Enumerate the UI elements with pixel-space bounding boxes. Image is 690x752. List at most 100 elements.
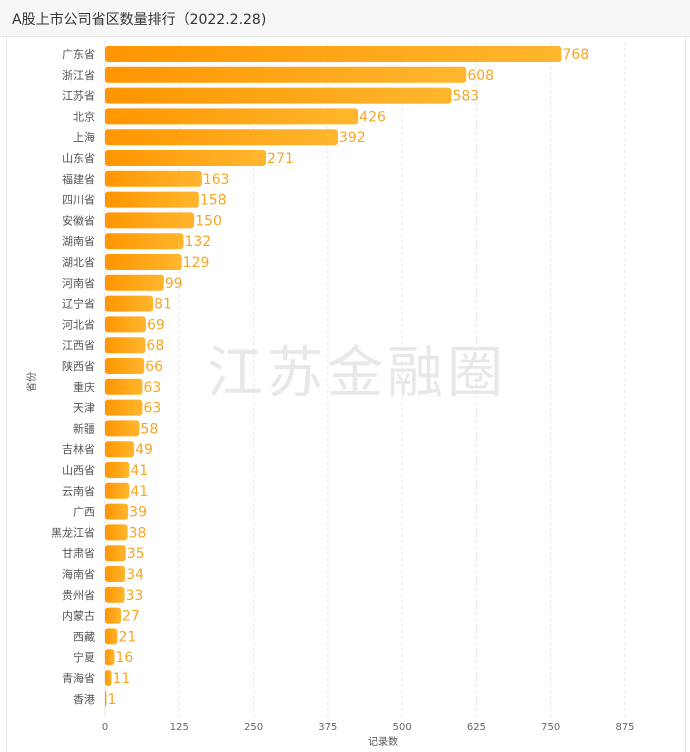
bar: [105, 295, 154, 312]
bar: [105, 420, 140, 437]
bar: [105, 358, 145, 374]
category-label: 重庆: [73, 380, 95, 394]
x-tick-label: 0: [102, 722, 108, 733]
grid-lines: [104, 42, 626, 717]
value-label: 49: [135, 442, 153, 458]
y-axis-title: 省份: [25, 372, 38, 392]
chart-panel: 江苏金融圈 广东省 浙江省 江苏省 北京 上海 山东省 福建省 四川省 安徽省 湖南省 湖北省 河南省…: [6, 37, 686, 752]
bar: [105, 274, 164, 291]
chart-header: A股上市公司省区数量排行（2022.2.28): [0, 0, 690, 37]
category-label: 贵州省: [62, 589, 95, 602]
bar: [105, 150, 267, 166]
category-label: 香港: [73, 693, 95, 706]
category-label: 宁夏: [73, 650, 95, 664]
category-label: 河北省: [62, 318, 95, 331]
value-label: 68: [146, 338, 164, 354]
category-label: 山东省: [62, 152, 95, 165]
value-label: 33: [126, 588, 144, 604]
category-label: 广西: [73, 506, 95, 519]
x-tick-label: 875: [615, 722, 634, 733]
value-label: 11: [113, 671, 131, 687]
category-label: 云南省: [62, 485, 95, 498]
value-label: 99: [165, 276, 183, 292]
category-label: 西藏: [73, 630, 95, 643]
value-label: 583: [452, 89, 479, 105]
page-title: A股上市公司省区数量排行（2022.2.28): [12, 12, 267, 28]
category-label: 广东省: [62, 48, 95, 61]
category-label: 吉林省: [62, 442, 95, 456]
category-label: 湖北省: [62, 256, 95, 269]
x-tick-label: 500: [393, 722, 412, 733]
bar: [105, 399, 143, 416]
bar: [105, 46, 562, 62]
bar: [105, 586, 125, 603]
value-label: 1: [108, 692, 117, 708]
value-label: 163: [203, 172, 230, 188]
bar: [105, 129, 338, 146]
value-label: 271: [267, 151, 294, 167]
value-label: 150: [195, 213, 222, 229]
category-label: 新疆: [73, 421, 95, 435]
value-label: 39: [129, 505, 147, 521]
x-tick-label: 625: [467, 722, 486, 733]
category-label: 福建省: [62, 172, 95, 186]
category-label: 安徽省: [62, 213, 95, 227]
value-label: 63: [143, 401, 161, 417]
value-label: 158: [200, 193, 227, 209]
value-label: 129: [183, 255, 210, 271]
bar: [105, 316, 147, 333]
category-label: 浙江省: [62, 69, 95, 82]
value-label: 34: [126, 567, 144, 583]
bars: [105, 46, 562, 707]
value-label: 41: [130, 484, 148, 500]
value-label: 38: [129, 525, 147, 541]
value-label: 608: [467, 68, 494, 84]
category-label: 黑龙江省: [51, 526, 95, 539]
value-label: 132: [184, 234, 211, 250]
x-tick-label: 375: [318, 722, 337, 733]
category-labels: 广东省浙江省江苏省北京上海山东省福建省四川省安徽省湖南省湖北省河南省辽宁省河北省…: [51, 48, 95, 706]
value-label: 27: [122, 609, 140, 625]
bar: [105, 212, 195, 229]
category-label: 北京: [73, 109, 95, 123]
bar: [105, 254, 182, 270]
category-label: 湖南省: [62, 235, 95, 248]
bar: [105, 566, 126, 582]
bar: [105, 66, 467, 83]
category-label: 上海: [73, 130, 95, 144]
bar-chart: 江苏金融圈 广东省浙江省江苏省北京上海山东省福建省四川省安徽省湖南省湖北省河南省…: [25, 42, 635, 748]
value-label: 66: [145, 359, 163, 375]
x-axis-title: 记录数: [368, 735, 398, 748]
category-label: 辽宁省: [62, 297, 95, 311]
bar: [105, 607, 122, 624]
bar: [105, 649, 115, 666]
value-label: 426: [359, 109, 386, 125]
category-label: 甘肃省: [62, 547, 95, 560]
value-label: 69: [147, 317, 165, 333]
x-tick-label: 750: [541, 722, 560, 733]
category-label: 陕西省: [62, 359, 95, 373]
category-label: 内蒙古: [62, 609, 95, 623]
value-label: 35: [127, 546, 145, 562]
value-label: 41: [130, 463, 148, 479]
value-label: 63: [143, 380, 161, 396]
value-label: 392: [339, 130, 366, 146]
value-label: 58: [140, 421, 158, 437]
x-tick-label: 125: [170, 722, 189, 733]
category-label: 山西省: [62, 464, 95, 477]
x-tick-label: 250: [244, 722, 263, 733]
bar: [105, 378, 143, 395]
bar: [105, 233, 184, 250]
category-label: 江西省: [62, 339, 95, 352]
bar: [105, 87, 452, 104]
bar: [105, 441, 135, 458]
x-tick-labels: 0 125 250 375 500 625 750 875: [102, 722, 635, 733]
bar: [105, 690, 107, 707]
value-label: 81: [154, 297, 172, 313]
bar: [105, 524, 128, 541]
category-label: 四川省: [62, 194, 95, 207]
value-labels: 7686085834263922711631581501321299981696…: [108, 47, 590, 708]
value-label: 16: [116, 650, 134, 666]
watermark-text: 江苏金融圈: [207, 341, 507, 406]
bar: [105, 628, 118, 645]
